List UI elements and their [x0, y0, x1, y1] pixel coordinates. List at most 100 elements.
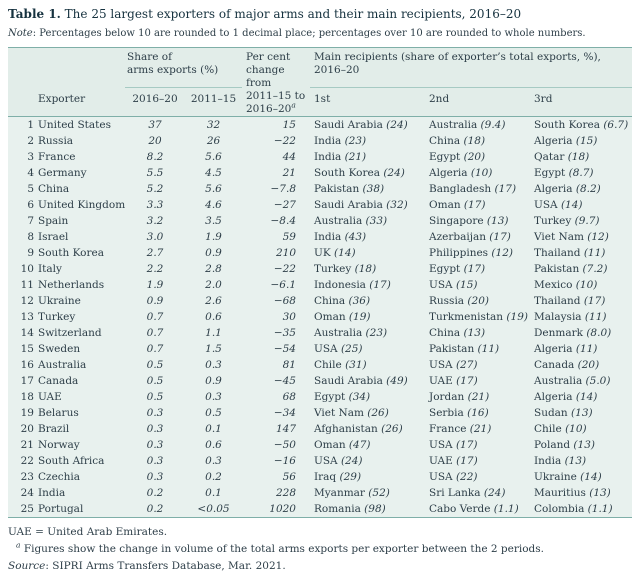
recipient-3rd: Canada (20): [530, 357, 632, 373]
share-2016-20: 0.5: [146, 375, 164, 387]
recipient-name: Cabo Verde: [429, 503, 491, 515]
recipient-name: USA: [429, 279, 453, 291]
recipient-name: Chile: [314, 359, 342, 371]
row-exporter: India: [38, 487, 66, 499]
share-2016-20: 0.3: [146, 455, 164, 467]
recipient-share: (20): [574, 359, 600, 371]
recipient-share: (19): [345, 311, 371, 323]
recipient-name: India: [534, 455, 562, 467]
recipient-name: India: [314, 231, 342, 243]
row-rank: 25: [20, 503, 34, 515]
row-rank: 12: [20, 295, 34, 307]
recipient-share: (11): [580, 247, 606, 259]
recipient-3rd: USA (14): [530, 197, 632, 213]
recipient-share: (24): [379, 167, 405, 179]
row-exporter: Sweden: [38, 343, 81, 355]
recipient-name: Algeria: [534, 183, 573, 195]
recipient-share: (24): [480, 487, 506, 499]
col-group-percent-change: Per cent change from 2011–15 to 2016–20a: [242, 48, 310, 116]
row-exporter: Canada: [38, 375, 79, 387]
table-row: 14 Switzerland 0.7 1.1 −35 Australia (23) Chin…: [8, 325, 632, 341]
share-2011-15: 26: [206, 135, 221, 147]
share-2016-20: 0.3: [146, 423, 164, 435]
source-text: : SIPRI Arms Transfers Database, Mar. 20…: [45, 560, 286, 572]
table-row: 3 France 8.2 5.6 44 India (21) Egypt (20) Qatar…: [8, 149, 632, 165]
recipient-share: (98): [360, 503, 386, 515]
recipient-share: (9.4): [477, 119, 506, 131]
recipient-2nd: Australia (9.4): [425, 117, 530, 133]
recipient-name: Chile: [534, 423, 562, 435]
col-header-2nd: 2nd: [429, 93, 450, 105]
share-2011-15: 0.3: [205, 455, 222, 467]
share-2011-15: 2.8: [205, 263, 222, 275]
share-2016-20: 8.2: [146, 151, 164, 163]
recipient-name: Algeria: [534, 391, 573, 403]
recipient-2nd: Algeria (10): [425, 165, 530, 181]
percent-change: 68: [282, 391, 296, 403]
recipient-name: France: [429, 423, 467, 435]
share-2016-20: 2.2: [146, 263, 164, 275]
table-row: 15 Sweden 0.7 1.5 −54 USA (25) Pakistan (11) Al…: [8, 341, 632, 357]
recipient-1st: Pakistan (38): [310, 181, 425, 197]
table-row: 4 Germany 5.5 4.5 21 South Korea (24) Algeria …: [8, 165, 632, 181]
recipient-share: (17): [452, 455, 478, 467]
row-exporter: Norway: [38, 439, 80, 451]
share-2016-20: 5.2: [146, 183, 164, 195]
recipient-name: Pakistan: [314, 183, 360, 195]
recipient-share: (43): [341, 231, 367, 243]
recipient-share: (17): [452, 439, 478, 451]
percent-change: 59: [282, 231, 296, 243]
share-2011-15: <0.05: [197, 503, 230, 515]
share-2011-15: 0.2: [205, 471, 222, 483]
footnote-a: a Figures show the change in volume of t…: [8, 541, 632, 558]
recipient-name: Pakistan: [429, 343, 475, 355]
row-rank: 16: [20, 359, 34, 371]
row-exporter: United States: [38, 119, 111, 131]
share-2016-20: 0.2: [146, 503, 164, 515]
table-row: 9 South Korea 2.7 0.9 210 UK (14) Philippines …: [8, 245, 632, 261]
footnote-a-marker: a: [291, 100, 296, 110]
recipient-3rd: Algeria (8.2): [530, 181, 632, 197]
recipient-name: Egypt: [534, 167, 566, 179]
share-2016-20: 0.5: [146, 391, 164, 403]
recipient-2nd: Serbia (16): [425, 405, 530, 421]
row-exporter: Belarus: [38, 407, 79, 419]
recipient-2nd: USA (15): [425, 277, 530, 293]
recipient-name: Ukraine: [534, 471, 577, 483]
recipient-name: UK: [314, 247, 331, 259]
recipient-name: Oman: [314, 439, 346, 451]
recipient-3rd: South Korea (6.7): [530, 117, 632, 133]
percent-change: 15: [282, 119, 296, 131]
recipient-name: Australia: [314, 327, 363, 339]
source-line: Source: SIPRI Arms Transfers Database, M…: [8, 558, 632, 575]
recipient-3rd: Sudan (13): [530, 405, 632, 421]
recipient-1st: Turkey (18): [310, 261, 425, 277]
percent-change: −16: [273, 455, 296, 467]
recipient-name: Turkey: [534, 215, 572, 227]
recipient-name: Denmark: [534, 327, 583, 339]
recipient-name: Colombia: [534, 503, 585, 515]
share-2016-20: 0.2: [146, 487, 164, 499]
recipient-2nd: France (21): [425, 421, 530, 437]
table-row: 24 India 0.2 0.1 228 Myanmar (52) Sri Lanka (2…: [8, 485, 632, 501]
recipient-1st: Saudi Arabia (49): [310, 373, 425, 389]
recipient-1st: USA (24): [310, 453, 425, 469]
recipient-name: USA: [534, 199, 558, 211]
row-rank: 14: [20, 327, 34, 339]
recipient-share: (13): [561, 455, 587, 467]
recipient-name: India: [314, 135, 342, 147]
recipient-1st: Chile (31): [310, 357, 425, 373]
recipient-name: Saudi Arabia: [314, 119, 383, 131]
table-row: 5 China 5.2 5.6 −7.8 Pakistan (38) Bangladesh …: [8, 181, 632, 197]
table-header: Share of arms exports (%) Per cent chang…: [8, 48, 632, 117]
recipient-name: Australia: [314, 215, 363, 227]
share-2011-15: 0.6: [205, 439, 222, 451]
recipient-name: USA: [429, 359, 453, 371]
recipient-name: Egypt: [429, 151, 461, 163]
recipient-name: Afghanistan: [314, 423, 378, 435]
share-2011-15: 3.5: [205, 215, 222, 227]
row-rank: 6: [27, 199, 34, 211]
share-2011-15: 0.6: [205, 311, 222, 323]
recipient-share: (14): [330, 247, 356, 259]
